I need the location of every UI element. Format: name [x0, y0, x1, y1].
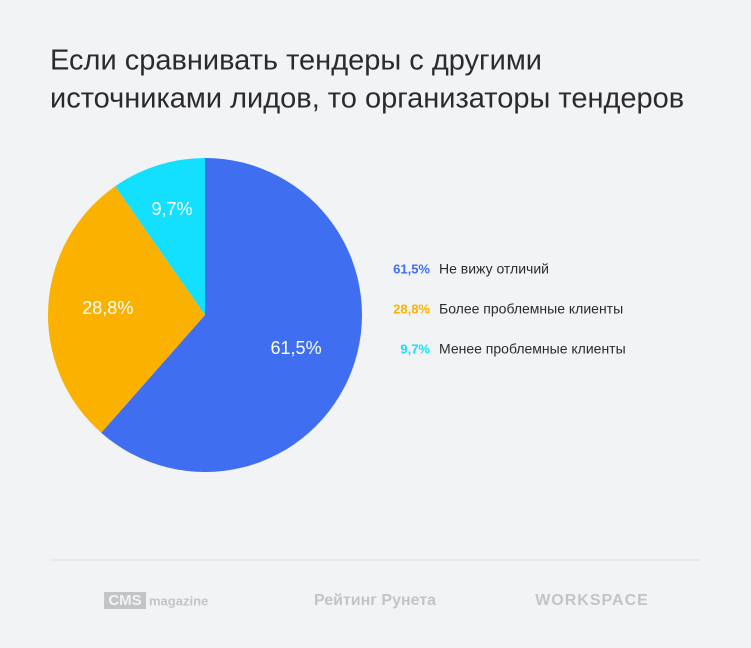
footer-logo: WORKSPACE [535, 592, 649, 609]
legend-value: 28,8% [393, 301, 430, 316]
pie-slice [48, 186, 206, 433]
footer-logo: CMS [108, 592, 141, 609]
legend-value: 61,5% [393, 261, 430, 276]
legend-label: Более проблемные клиенты [439, 301, 623, 317]
legend-label: Менее проблемные клиенты [439, 341, 626, 357]
pie-slice [115, 158, 205, 315]
logo-box [104, 592, 146, 609]
slice-label: 9,7% [152, 199, 193, 219]
footer-logo: magazine [149, 593, 208, 608]
legend-value: 9,7% [400, 341, 430, 356]
chart-title: источниками лидов, то организаторы тенде… [50, 83, 684, 115]
slice-label: 28,8% [82, 298, 133, 318]
slice-label: 61,5% [271, 338, 322, 358]
chart-title: Если сравнивать тендеры с другими [50, 45, 542, 77]
legend-label: Не вижу отличий [439, 261, 549, 277]
pie-slice [101, 158, 362, 472]
footer-logo: Рейтинг Рунета [314, 592, 436, 609]
